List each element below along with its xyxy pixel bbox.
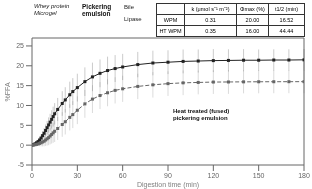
html-text:16.52: 16.52 [279, 17, 294, 23]
html-text:Φmax (%): Φmax (%) [240, 6, 265, 12]
svg-text:180: 180 [298, 172, 304, 179]
svg-text:15: 15 [16, 82, 24, 89]
svg-text:60: 60 [119, 172, 127, 179]
svg-text:0: 0 [20, 142, 24, 149]
html-text:Bile: Bile [124, 4, 134, 10]
html-text:Lipase: Lipase [124, 16, 142, 22]
html-text:20.00: 20.00 [245, 17, 260, 23]
svg-text:25: 25 [16, 42, 24, 49]
svg-text:Digestion time (min): Digestion time (min) [137, 181, 199, 189]
html-text:Pickering emulsion: Pickering emulsion [82, 3, 112, 18]
svg-text:-5: -5 [18, 161, 24, 168]
svg-text:120: 120 [207, 172, 219, 179]
svg-text:%FFA: %FFA [8, 82, 11, 101]
html-text:WPM: WPM [163, 17, 178, 23]
svg-text:150: 150 [253, 172, 265, 179]
svg-text:30: 30 [73, 172, 81, 179]
html-text:k (μmol s⁻¹ m⁻²): k (μmol s⁻¹ m⁻²) [191, 6, 230, 12]
html-text:HT WPM: HT WPM [159, 28, 182, 34]
html-text:Whey protein Microgel: Whey protein Microgel [34, 3, 70, 16]
html-text:16.00: 16.00 [245, 28, 260, 34]
html-text:0.31: 0.31 [205, 17, 216, 23]
svg-text:0: 0 [30, 172, 34, 179]
svg-text:90: 90 [164, 172, 172, 179]
html-text:44.44: 44.44 [279, 28, 294, 34]
svg-text:10: 10 [16, 102, 24, 109]
html-text:t1/2 (min): t1/2 (min) [274, 6, 299, 12]
html-text:0.35: 0.35 [205, 28, 216, 34]
svg-text:20: 20 [16, 62, 24, 69]
svg-text:5: 5 [20, 122, 24, 129]
html-text:Heat treated (fused) pickering: Heat treated (fused) pickering emulsion [173, 108, 230, 121]
